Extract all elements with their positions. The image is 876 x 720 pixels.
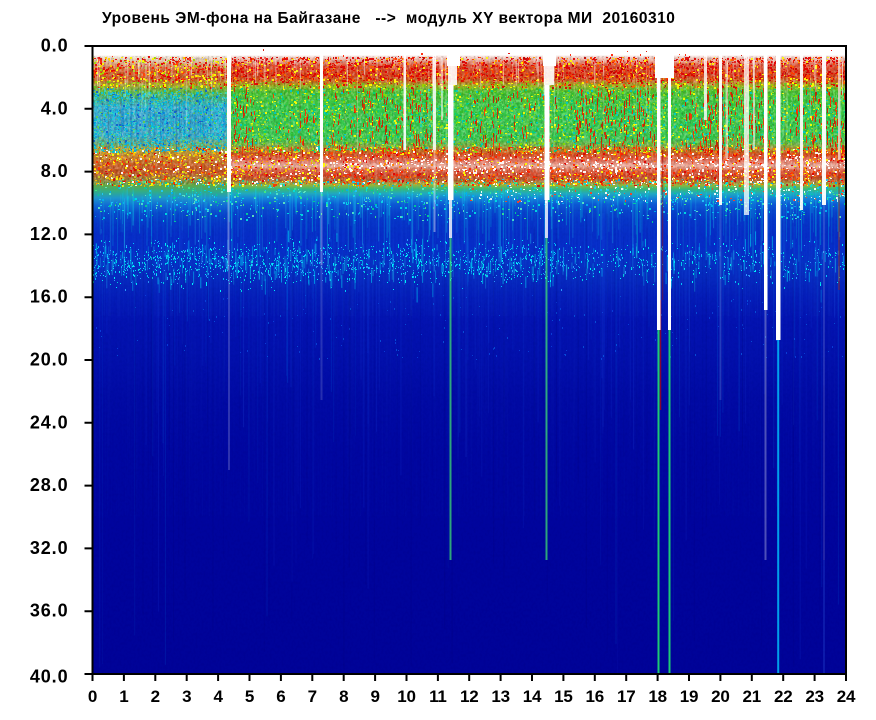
- svg-text:3: 3: [182, 687, 191, 706]
- svg-text:2: 2: [151, 687, 160, 706]
- svg-text:24.0: 24.0: [30, 412, 69, 432]
- svg-text:19: 19: [680, 687, 699, 706]
- svg-text:8: 8: [339, 687, 348, 706]
- svg-text:32.0: 32.0: [30, 538, 69, 558]
- svg-text:11: 11: [429, 687, 447, 706]
- svg-text:4: 4: [213, 687, 223, 706]
- svg-text:20.0: 20.0: [30, 350, 69, 370]
- svg-text:28.0: 28.0: [30, 475, 69, 495]
- svg-text:4.0: 4.0: [41, 98, 69, 118]
- svg-text:15: 15: [554, 687, 573, 706]
- svg-text:5: 5: [245, 687, 254, 706]
- svg-text:21: 21: [743, 687, 762, 706]
- svg-text:20: 20: [711, 687, 730, 706]
- svg-text:12.0: 12.0: [30, 224, 69, 244]
- svg-text:1: 1: [119, 687, 128, 706]
- svg-text:9: 9: [370, 687, 379, 706]
- svg-text:17: 17: [617, 687, 636, 706]
- svg-text:7: 7: [308, 687, 317, 706]
- svg-text:0: 0: [88, 687, 97, 706]
- svg-text:16.0: 16.0: [30, 287, 69, 307]
- svg-text:10: 10: [397, 687, 416, 706]
- svg-text:6: 6: [276, 687, 285, 706]
- svg-text:14: 14: [523, 687, 542, 706]
- svg-text:24: 24: [837, 687, 856, 706]
- svg-text:8.0: 8.0: [41, 161, 69, 181]
- svg-text:36.0: 36.0: [30, 601, 69, 621]
- svg-text:13: 13: [491, 687, 510, 706]
- svg-text:18: 18: [648, 687, 667, 706]
- svg-text:23: 23: [805, 687, 824, 706]
- svg-text:16: 16: [586, 687, 605, 706]
- svg-text:22: 22: [774, 687, 793, 706]
- svg-text:40.0: 40.0: [30, 667, 69, 687]
- svg-text:Уровень ЭМ-фона на Байгазане: Уровень ЭМ-фона на Байгазане --> модуль …: [102, 10, 675, 27]
- svg-text:12: 12: [460, 687, 479, 706]
- svg-text:0.0: 0.0: [41, 36, 69, 56]
